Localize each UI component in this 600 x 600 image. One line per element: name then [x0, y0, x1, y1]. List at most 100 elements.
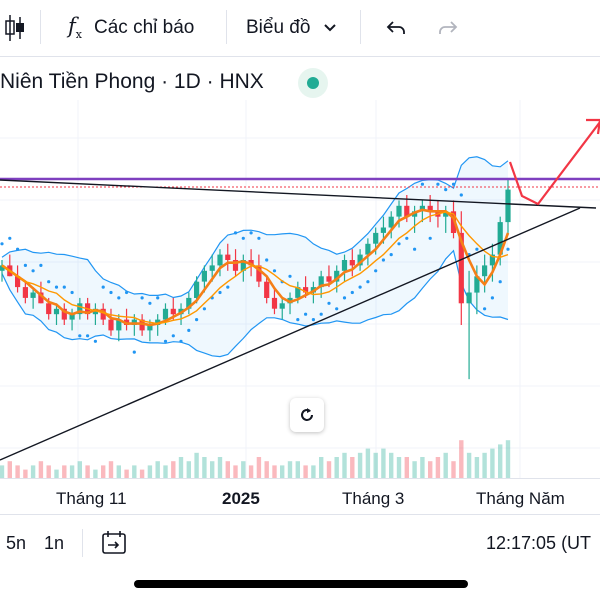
- candle-body: [77, 303, 83, 315]
- reset-chart-button[interactable]: [290, 398, 324, 432]
- sar-dot: [327, 301, 331, 305]
- candle: [38, 281, 44, 304]
- volume-bar: [342, 452, 347, 478]
- sar-dot: [226, 285, 230, 289]
- candle-body: [194, 281, 200, 298]
- candle-body: [318, 276, 324, 288]
- volume-bar: [124, 469, 129, 478]
- candle: [264, 276, 270, 304]
- candle-body: [373, 232, 379, 244]
- candle-body: [396, 205, 402, 217]
- candle-body: [240, 260, 246, 271]
- candle: [357, 249, 363, 271]
- candle-body: [443, 211, 449, 217]
- price-chart[interactable]: [0, 100, 600, 478]
- bollinger-lower-line: [1, 249, 509, 358]
- candle-body: [474, 276, 480, 293]
- sar-dot: [179, 339, 183, 343]
- sar-dot: [78, 334, 82, 338]
- candle-body: [139, 319, 145, 331]
- candle-body: [0, 265, 5, 271]
- volume-bar: [381, 448, 386, 478]
- symbol-title[interactable]: Niên Tiền Phong · 1D · HNX: [0, 70, 264, 93]
- go-to-date-button[interactable]: [100, 529, 128, 562]
- volume-bars: [0, 440, 511, 478]
- volume-bar: [256, 457, 262, 478]
- candle: [139, 314, 145, 336]
- sar-dot: [62, 285, 66, 289]
- candle-body: [248, 260, 254, 266]
- volume-bar: [23, 469, 28, 478]
- sar-dot: [389, 253, 393, 257]
- volume-bar: [62, 465, 67, 478]
- range-5n-button[interactable]: 5n: [6, 533, 27, 553]
- candlestick-icon[interactable]: [4, 0, 26, 56]
- parabolic-sar-dots: [0, 182, 510, 354]
- volume-bar: [350, 457, 355, 478]
- candle-body: [100, 308, 106, 320]
- candle-body: [217, 254, 223, 266]
- volume-bar: [412, 461, 417, 478]
- chart-type-label: Biểu đồ: [246, 17, 311, 38]
- volume-bar: [69, 465, 75, 478]
- volume-bar: [147, 465, 153, 478]
- bottom-divider: [82, 529, 83, 557]
- toolbar-divider: [40, 10, 41, 44]
- undo-button[interactable]: [384, 0, 408, 56]
- sar-dot: [272, 269, 277, 273]
- volume-bar: [46, 465, 51, 478]
- candle: [240, 254, 246, 282]
- volume-bar: [0, 465, 5, 478]
- ascending-trendline: [0, 207, 581, 461]
- sar-dot: [54, 285, 59, 289]
- candle-body: [295, 287, 301, 298]
- market-status-indicator[interactable]: [298, 68, 328, 98]
- status-dot-icon: [307, 77, 319, 89]
- candle-body: [349, 260, 355, 266]
- indicators-label: Các chỉ báo: [94, 17, 195, 38]
- sar-dot: [202, 307, 206, 311]
- volume-bar: [248, 465, 254, 478]
- volume-bar: [280, 465, 285, 478]
- sar-dot: [117, 296, 121, 300]
- sar-dot: [498, 280, 502, 284]
- volume-bar: [498, 444, 503, 478]
- sar-dot: [109, 290, 113, 295]
- function-icon: fx: [68, 14, 82, 42]
- volume-bar: [101, 465, 106, 478]
- sar-dot: [311, 318, 315, 322]
- range-1n-button[interactable]: 1n: [44, 533, 65, 553]
- volume-bar: [443, 452, 448, 478]
- candle: [396, 200, 402, 228]
- sar-dot: [405, 236, 409, 240]
- sar-dot: [506, 247, 510, 251]
- redo-button[interactable]: [436, 0, 460, 56]
- volume-bar: [30, 465, 36, 478]
- sar-dot: [132, 350, 136, 354]
- time-axis: Tháng 11 2025 Tháng 3 Tháng Năm: [0, 478, 600, 515]
- clock-timezone[interactable]: 12:17:05 (UT: [486, 533, 592, 553]
- candle-body: [147, 325, 153, 331]
- bollinger-band-fill: [2, 156, 508, 357]
- candle-body: [326, 276, 332, 282]
- sar-dot: [374, 269, 378, 273]
- sar-dot: [444, 188, 448, 192]
- candle-body: [279, 303, 285, 309]
- candle-body: [497, 222, 503, 255]
- volume-bar: [435, 457, 441, 478]
- candle-body: [116, 319, 122, 331]
- candle-body: [53, 308, 60, 315]
- chart-type-dropdown[interactable]: Biểu đồ: [246, 0, 338, 56]
- volume-bar: [404, 457, 409, 478]
- volume-bar: [428, 461, 433, 478]
- sar-dot: [233, 231, 238, 235]
- candle: [458, 211, 464, 325]
- volume-bar: [163, 465, 168, 478]
- candle: [349, 249, 355, 277]
- sar-dot: [413, 247, 417, 251]
- indicators-button[interactable]: fx Các chỉ báo: [68, 0, 194, 56]
- sar-dot: [148, 301, 152, 305]
- candle-body: [30, 292, 36, 298]
- sar-dot: [436, 182, 440, 186]
- candle-body: [69, 314, 75, 320]
